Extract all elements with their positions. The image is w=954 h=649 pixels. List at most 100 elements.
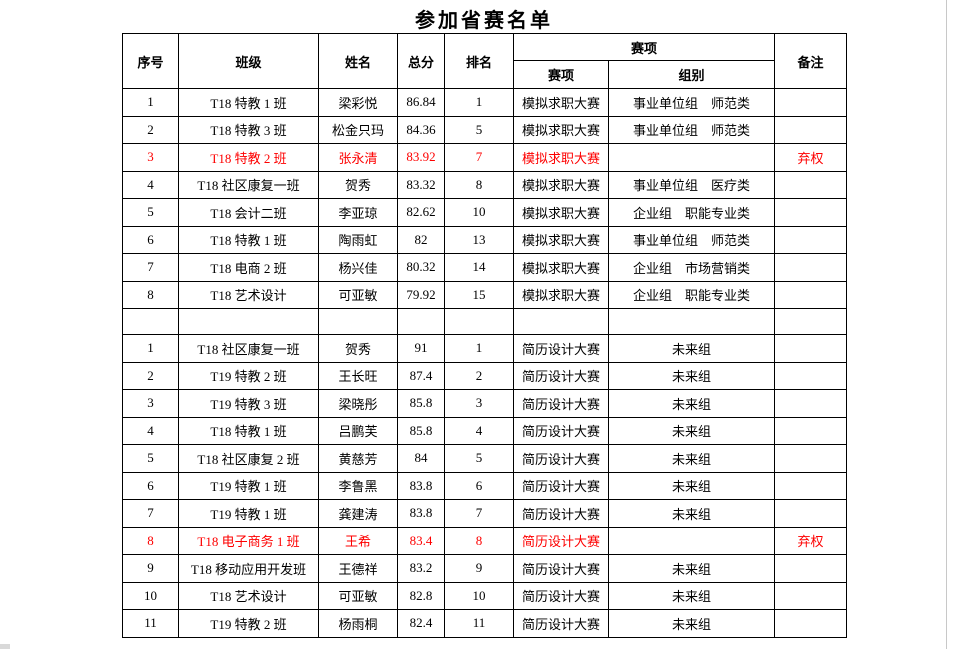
cell-rank: 4 [444,416,514,445]
cell-index: 11 [122,609,179,638]
cell-event: 模拟求职大赛 [513,253,609,282]
cell-group: 事业单位组 医疗类 [607,170,776,199]
cell-group: 未来组 [607,334,776,363]
cell-class: T18 艺术设计 [178,280,319,309]
cell-name: 黄慈芳 [318,444,398,473]
spacer-row [122,308,848,335]
header-class: 班级 [178,33,319,89]
cell-event: 简历设计大赛 [513,361,609,390]
cell-name: 杨兴佳 [318,253,398,282]
table-row: 10 T18 艺术设计 可亚敏 82.8 10 简历设计大赛 未来组 [122,581,848,610]
cell-group: 未来组 [607,499,776,528]
table-row: 7 T19 特教 1 班龚建涛 83.8 7 简历设计大赛 未来组 [122,499,848,528]
header-index: 序号 [122,33,179,89]
cell-index: 5 [122,198,179,227]
cell-rank: 5 [444,115,514,144]
cell-remark: 弃权 [774,526,848,555]
table-row: 8 T18 艺术设计 可亚敏 79.92 15 模拟求职大赛 企业组 职能专业类 [122,280,848,309]
cell-class: T18 特教 1 班 [178,416,319,445]
cell-score: 83.2 [397,554,445,583]
cell-rank: 6 [444,471,514,500]
cell-remark [774,198,848,227]
cell-score: 82.62 [397,198,445,227]
cell-score: 86.84 [397,88,445,117]
cell-class: T18 电商 2 班 [178,253,319,282]
cell-class: T18 特教 1 班 [178,88,319,117]
table-row: 9 T18 移动应用开发班 王德祥 83.2 9 简历设计大赛 未来组 [122,554,848,583]
cell-group [607,526,776,555]
roster-table: 序号 班级 姓名 总分 排名 赛项 备注 赛项 组别 1 T18 特教 1 班梁彩… [122,33,848,638]
cell-score: 83.8 [397,499,445,528]
cell-class: T19 特教 2 班 [178,609,319,638]
cell-index: 2 [122,115,179,144]
cell-score: 91 [397,334,445,363]
cell-score: 79.92 [397,280,445,309]
cell-class: T18 艺术设计 [178,581,319,610]
table-row: 1 T18 特教 1 班梁彩悦 86.84 1 模拟求职大赛 事业单位组 师范类 [122,88,848,117]
header-event-group: 赛项 [512,33,776,61]
cell-event: 简历设计大赛 [513,334,609,363]
cell-class: T18 会计二班 [178,198,319,227]
cell-group: 未来组 [607,609,776,638]
cell-class: T18 社区康复一班 [178,334,319,363]
cell-remark [774,471,848,500]
cell-score: 83.32 [397,170,445,199]
header-remark: 备注 [774,33,848,89]
cell-name: 龚建涛 [318,499,398,528]
empty-cell [513,308,609,335]
cell-rank: 5 [444,444,514,473]
cell-remark [774,280,848,309]
cell-rank: 3 [444,389,514,418]
table-row: 6 T18 特教 1 班陶雨虹 82 13 模拟求职大赛 事业单位组 师范类 [122,225,848,254]
cell-rank: 8 [444,526,514,555]
cell-event: 模拟求职大赛 [513,198,609,227]
cell-remark [774,88,848,117]
cell-remark [774,499,848,528]
cell-rank: 7 [444,143,514,172]
cell-event: 简历设计大赛 [513,609,609,638]
cell-name: 可亚敏 [318,581,398,610]
cell-class: T19 特教 3 班 [178,389,319,418]
page-right-edge [946,0,954,649]
cell-group: 未来组 [607,581,776,610]
cell-remark [774,444,848,473]
cell-rank: 1 [444,334,514,363]
cell-event: 模拟求职大赛 [513,225,609,254]
cell-group: 未来组 [607,361,776,390]
cell-name: 李鲁黑 [318,471,398,500]
cell-class: T18 移动应用开发班 [178,554,319,583]
cell-remark [774,361,848,390]
cell-rank: 1 [444,88,514,117]
cell-index: 1 [122,334,179,363]
cell-class: T18 特教 1 班 [178,225,319,254]
cell-event: 模拟求职大赛 [513,280,609,309]
cell-name: 杨雨桐 [318,609,398,638]
cell-index: 2 [122,361,179,390]
cell-score: 83.8 [397,471,445,500]
cell-class: T18 社区康复一班 [178,170,319,199]
table-row: 4 T18 社区康复一班 贺秀 83.32 8 模拟求职大赛 事业单位组 医疗类 [122,170,848,199]
empty-cell [122,308,179,335]
cell-rank: 15 [444,280,514,309]
cell-index: 7 [122,499,179,528]
cell-rank: 11 [444,609,514,638]
table-row: 6 T19 特教 1 班李鲁黑 83.8 6 简历设计大赛 未来组 [122,471,848,500]
cell-event: 模拟求职大赛 [513,170,609,199]
cell-name: 李亚琼 [318,198,398,227]
cell-event: 简历设计大赛 [513,581,609,610]
header-rank: 排名 [444,33,514,89]
cell-name: 王长旺 [318,361,398,390]
cell-event: 简历设计大赛 [513,499,609,528]
cell-group: 未来组 [607,444,776,473]
table-row: 3 T18 特教 2 班张永清 83.92 7 模拟求职大赛 弃权 [122,143,848,172]
header-group-sub: 组别 [607,60,776,89]
cell-group: 未来组 [607,389,776,418]
cell-remark [774,554,848,583]
cell-score: 82.4 [397,609,445,638]
empty-cell [444,308,514,335]
table-body: 1 T18 特教 1 班梁彩悦 86.84 1 模拟求职大赛 事业单位组 师范类 2 T18 … [122,88,848,638]
cell-score: 83.4 [397,526,445,555]
cell-event: 简历设计大赛 [513,416,609,445]
table-row: 2 T18 特教 3 班松金只玛 84.36 5 模拟求职大赛 事业单位组 师范类 [122,115,848,144]
cell-remark [774,416,848,445]
